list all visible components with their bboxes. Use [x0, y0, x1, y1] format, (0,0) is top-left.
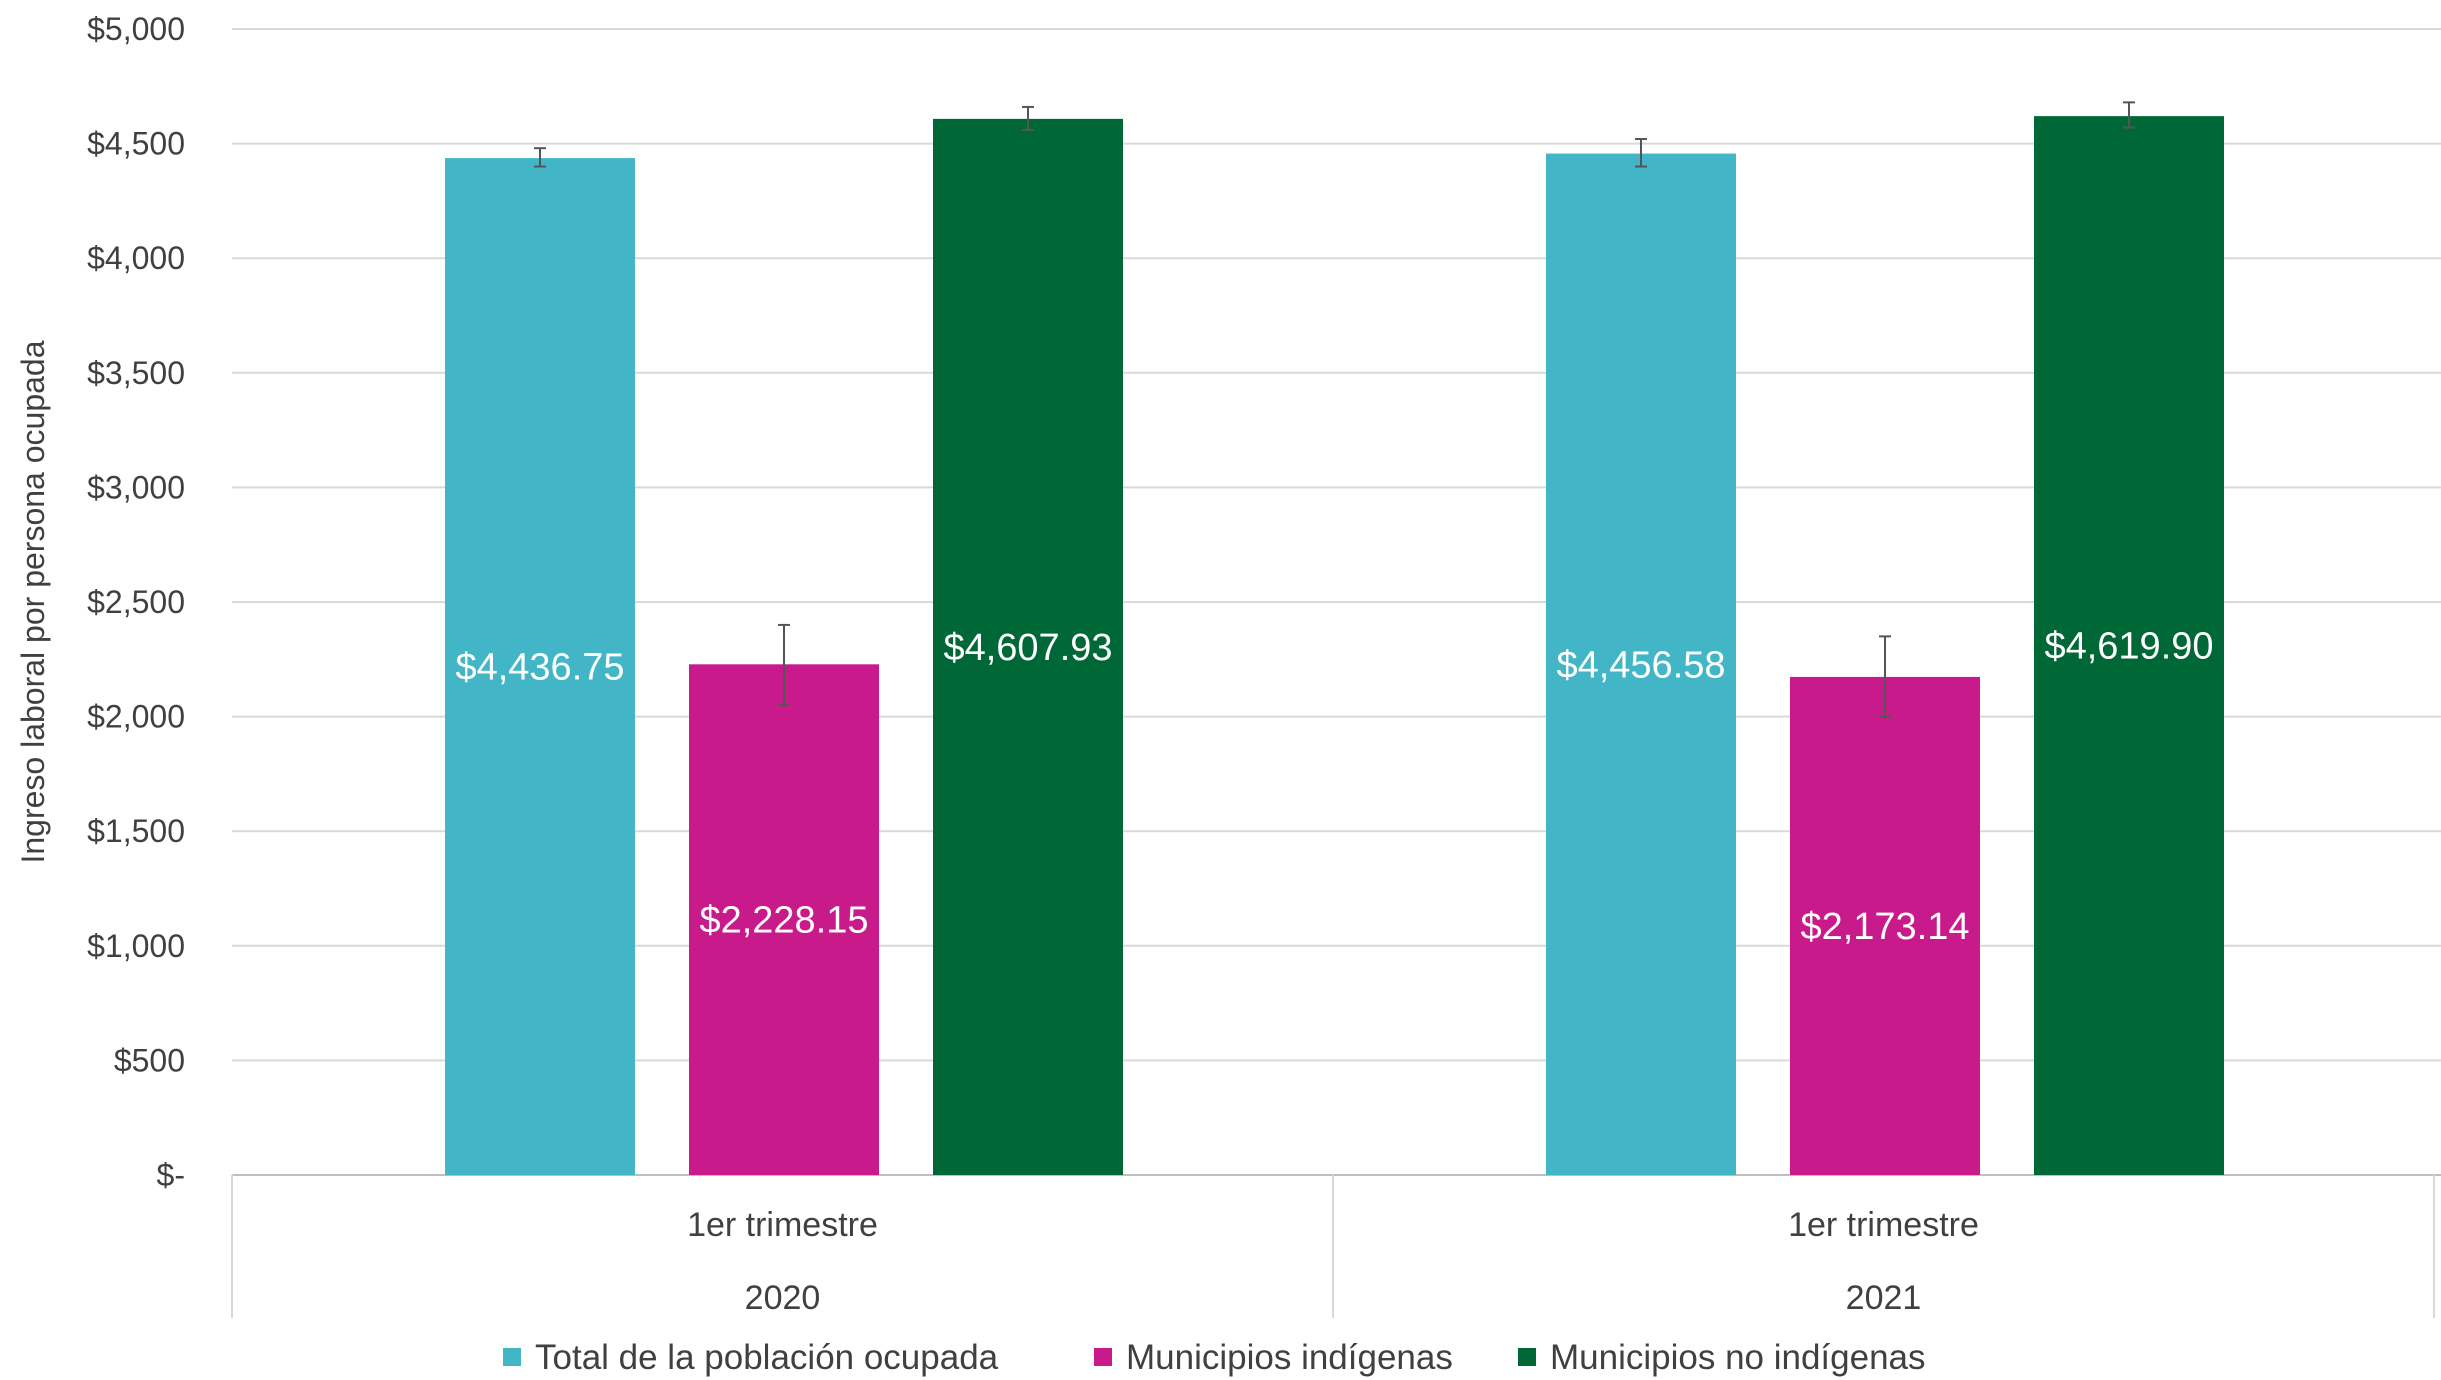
data-label: $2,173.14 [1800, 906, 1969, 948]
data-labels: $4,436.75 $2,228.15 $4,607.93 $4,456.58 $2,1… [455, 626, 2213, 948]
y-tick-label: $1,500 [87, 813, 185, 849]
legend-swatch [1094, 1348, 1112, 1366]
category-year-label: 2020 [745, 1279, 821, 1317]
y-axis-title: Ingreso laboral por persona ocupada [15, 340, 51, 863]
y-tick-label: $2,000 [87, 699, 185, 735]
y-tick-label: $3,000 [87, 469, 185, 505]
data-label: $2,228.15 [699, 900, 868, 942]
legend-label: Total de la población ocupada [535, 1338, 999, 1377]
y-tick-label: $1,000 [87, 928, 185, 964]
bar [1546, 153, 1736, 1175]
error-bars [534, 101, 2135, 718]
data-label: $4,619.90 [2044, 626, 2213, 668]
legend-label: Municipios no indígenas [1550, 1338, 1926, 1377]
y-tick-label: $5,000 [87, 11, 185, 47]
y-tick-label: $4,000 [87, 240, 185, 276]
legend-swatch [1518, 1348, 1536, 1366]
x-axis: 1er trimestre 2020 1er trimestre 2021 [231, 1175, 2435, 1318]
data-label: $4,607.93 [943, 627, 1112, 669]
bar [445, 158, 635, 1175]
y-axis-tick-labels: $- $500 $1,000 $1,500 $2,000 $2,500 $3,000 $3,5… [87, 11, 185, 1193]
bar [933, 118, 1123, 1176]
y-tick-label: $2,500 [87, 584, 185, 620]
data-label: $4,456.58 [1556, 644, 1725, 686]
bar [2034, 116, 2224, 1176]
y-tick-label: $500 [114, 1042, 185, 1078]
y-tick-label: $3,500 [87, 355, 185, 391]
y-tick-label: $- [157, 1157, 185, 1193]
legend: Total de la población ocupada Municipios … [503, 1338, 1926, 1377]
category-label: 1er trimestre [1788, 1206, 1979, 1244]
y-tick-label: $4,500 [87, 126, 185, 162]
legend-swatch [503, 1348, 521, 1366]
data-label: $4,436.75 [455, 647, 624, 689]
bars [445, 116, 2224, 1176]
category-label: 1er trimestre [687, 1206, 878, 1244]
category-year-label: 2021 [1846, 1279, 1922, 1317]
bar [1790, 676, 1980, 1175]
bar [689, 664, 879, 1175]
legend-label: Municipios indígenas [1126, 1338, 1453, 1377]
